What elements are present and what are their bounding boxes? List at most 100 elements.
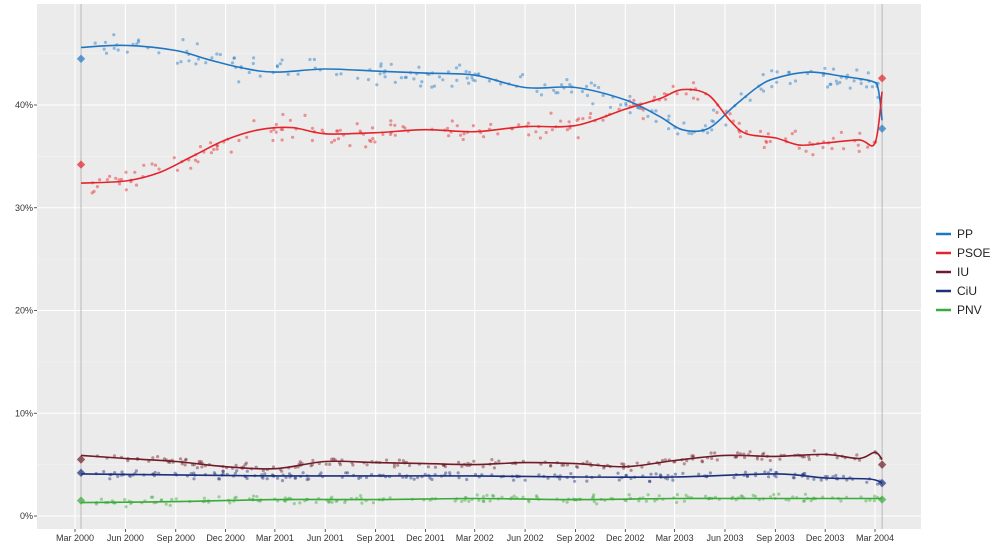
- poll-point-pp: [280, 58, 284, 62]
- poll-point-psoe: [652, 95, 657, 99]
- poll-point-iu: [324, 462, 328, 466]
- poll-point-ciu: [265, 477, 269, 481]
- poll-point-pnv: [327, 500, 331, 504]
- poll-point-psoe: [401, 125, 405, 129]
- poll-point-psoe: [198, 145, 203, 149]
- poll-point-pp: [366, 78, 371, 82]
- poll-point-pp: [432, 84, 436, 88]
- poll-point-pp: [636, 106, 640, 110]
- poll-point-ciu: [767, 475, 771, 479]
- poll-point-pp: [870, 85, 875, 89]
- poll-point-iu: [197, 459, 201, 464]
- poll-point-pp: [467, 81, 471, 85]
- poll-point-iu: [156, 455, 160, 459]
- y-tick-label: 30%: [15, 203, 33, 213]
- poll-point-iu: [492, 466, 496, 470]
- poll-point-iu: [812, 449, 816, 453]
- election-result-pp: [76, 54, 86, 63]
- poll-point-iu: [690, 454, 694, 458]
- poll-point-iu: [180, 462, 184, 466]
- poll-point-pnv: [334, 499, 338, 503]
- poll-point-pnv: [644, 499, 649, 503]
- poll-point-ciu: [276, 476, 280, 480]
- poll-point-pp: [379, 64, 383, 68]
- poll-point-ciu: [357, 476, 361, 480]
- poll-point-ciu: [409, 476, 413, 480]
- poll-point-psoe: [320, 128, 324, 132]
- poll-point-psoe: [370, 126, 375, 130]
- poll-point-pp: [829, 82, 833, 86]
- poll-point-psoe: [684, 92, 688, 96]
- poll-point-pp: [794, 79, 798, 83]
- poll-point-psoe: [568, 126, 572, 130]
- poll-point-iu: [351, 463, 355, 467]
- poll-point-pnv: [330, 500, 334, 504]
- poll-point-iu: [682, 462, 686, 466]
- poll-point-iu: [385, 458, 389, 462]
- poll-point-pnv: [217, 495, 221, 499]
- poll-point-psoe: [526, 121, 531, 125]
- poll-point-pp: [560, 83, 564, 87]
- poll-point-pp: [589, 81, 593, 85]
- poll-point-pp: [136, 40, 141, 44]
- poll-point-psoe: [157, 167, 161, 171]
- poll-point-iu: [734, 455, 738, 459]
- poll-point-ciu: [819, 478, 823, 482]
- poll-point-iu: [762, 451, 766, 455]
- poll-point-ciu: [263, 472, 267, 476]
- poll-point-pp: [690, 132, 694, 136]
- poll-point-psoe: [764, 139, 768, 143]
- poll-point-pp: [470, 75, 474, 80]
- poll-point-psoe: [272, 127, 276, 132]
- poll-point-iu: [309, 464, 313, 468]
- poll-point-psoe: [762, 145, 766, 150]
- poll-point-iu: [801, 455, 805, 459]
- poll-point-ciu: [658, 473, 663, 477]
- poll-point-psoe: [271, 138, 275, 143]
- y-axis: 0% 10% 20% 30% 40%: [15, 100, 37, 521]
- poll-point-ciu: [573, 479, 577, 483]
- poll-point-psoe: [269, 129, 273, 133]
- poll-point-pnv: [477, 498, 481, 502]
- poll-point-pp: [654, 109, 658, 113]
- poll-point-ciu: [173, 471, 177, 475]
- poll-point-psoe: [446, 126, 450, 130]
- poll-point-ciu: [745, 474, 750, 478]
- poll-point-pnv: [160, 498, 164, 502]
- poll-point-iu: [408, 463, 412, 468]
- x-tick-label: Mar 2002: [456, 533, 494, 543]
- poll-point-pp: [218, 52, 222, 57]
- poll-point-ciu: [865, 480, 869, 484]
- poll-point-pp: [543, 83, 547, 87]
- poll-point-pnv: [684, 493, 688, 497]
- poll-point-pp: [210, 56, 214, 60]
- poll-point-psoe: [471, 124, 475, 128]
- poll-point-pp: [102, 47, 106, 51]
- poll-point-ciu: [293, 476, 297, 480]
- legend: PP PSOE IU CiU PNV: [936, 227, 990, 317]
- poll-point-pp: [278, 62, 282, 66]
- poll-point-pnv: [174, 497, 178, 501]
- poll-point-psoe: [811, 153, 815, 157]
- poll-point-psoe: [124, 188, 128, 192]
- trend-lines: [80, 44, 883, 504]
- poll-point-pp: [417, 65, 421, 69]
- poll-point-pnv: [653, 499, 657, 503]
- poll-point-psoe: [215, 144, 219, 148]
- poll-point-pp: [568, 83, 572, 87]
- poll-point-psoe: [373, 140, 377, 144]
- x-tick-label: Dec 2003: [806, 533, 845, 543]
- poll-point-ciu: [673, 472, 678, 476]
- poll-point-pp: [420, 80, 424, 84]
- poll-point-psoe: [335, 129, 340, 133]
- poll-point-ciu: [624, 474, 628, 478]
- poll-point-psoe: [567, 120, 571, 124]
- poll-point-pnv: [675, 500, 679, 504]
- poll-point-pnv: [123, 498, 127, 502]
- poll-point-iu: [713, 451, 717, 455]
- poll-point-pp: [710, 119, 714, 123]
- poll-point-psoe: [839, 130, 844, 134]
- election-result-pnv: [877, 495, 887, 504]
- poll-point-iu: [397, 458, 401, 462]
- poll-point-pp: [437, 75, 442, 79]
